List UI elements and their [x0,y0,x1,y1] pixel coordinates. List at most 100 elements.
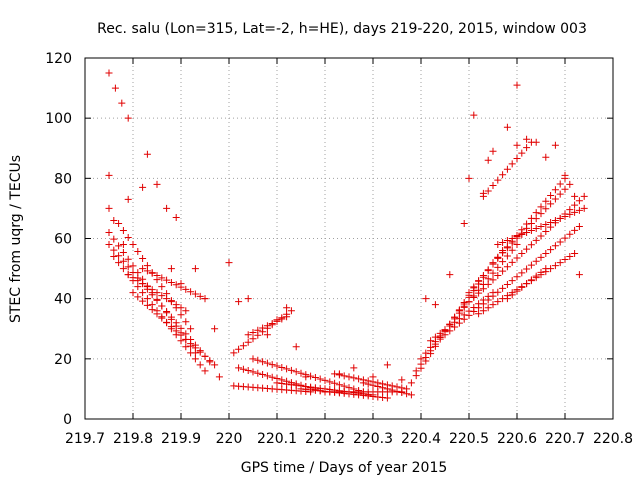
data-point [494,263,502,271]
data-point [523,144,531,152]
data-point [542,205,550,213]
data-point [283,313,291,321]
data-point [105,204,113,212]
data-point [369,381,377,389]
data-point [494,288,502,296]
data-point [182,343,190,351]
data-point [153,289,161,297]
data-point [124,233,132,241]
data-point [187,325,195,333]
data-point [494,254,502,262]
data-point [292,343,300,351]
data-point [412,367,420,375]
data-point [235,298,243,306]
data-point [484,156,492,164]
data-point [484,280,492,288]
x-tick-label: 219.9 [161,431,201,447]
data-points [105,69,588,402]
data-point [374,383,382,391]
data-point [326,378,334,386]
data-point [287,381,295,389]
data-point [119,249,127,257]
data-point [489,276,497,284]
data-point [489,292,497,300]
data-point [163,204,171,212]
data-point [350,374,358,382]
data-point [508,277,516,285]
data-point [158,283,166,291]
data-point [215,373,223,381]
data-point [167,315,175,323]
data-point [110,216,118,224]
data-point [124,114,132,122]
data-point [532,272,540,280]
data-point [575,222,583,230]
data-point [556,238,564,246]
data-point [542,250,550,258]
data-point [182,285,190,293]
data-point [479,285,487,293]
data-point [475,277,483,285]
data-point [513,154,521,162]
data-point [239,365,247,373]
data-point [499,284,507,292]
data-point [571,250,579,258]
data-point [153,295,161,303]
data-point [551,195,559,203]
data-point [431,301,439,309]
data-point [268,319,276,327]
data-point [561,234,569,242]
data-point [110,253,118,261]
data-point [547,218,555,226]
data-point [302,385,310,393]
data-point [105,241,113,249]
data-point [139,280,147,288]
data-point [244,295,252,303]
data-point [148,269,156,277]
data-point [575,197,583,205]
data-point [196,292,204,300]
data-point [446,327,454,335]
data-point [263,331,271,339]
data-point [115,252,123,260]
data-point [551,216,559,224]
data-point [249,329,257,337]
data-point [393,387,401,395]
data-point [527,226,535,234]
data-point [307,386,315,394]
data-point [139,297,147,305]
data-point [335,370,343,378]
data-point [163,309,171,317]
data-point [484,187,492,195]
data-point [503,263,511,271]
data-point [508,291,516,299]
data-point [263,322,271,330]
data-point [407,379,415,387]
data-point [513,81,521,89]
data-point [518,230,526,238]
data-point [503,123,511,131]
data-point [484,266,492,274]
data-point [537,253,545,261]
data-point [465,298,473,306]
data-point [465,289,473,297]
data-point [455,307,463,315]
data-point [494,272,502,280]
data-point [460,302,468,310]
data-point [196,348,204,356]
data-point [508,246,516,254]
data-point [263,372,271,380]
x-tick-label: 220.7 [545,431,585,447]
data-point [182,335,190,343]
data-point [475,289,483,297]
data-point [470,308,478,316]
data-point [427,343,435,351]
data-point [503,252,511,260]
data-point [143,301,151,309]
data-point [230,349,238,357]
y-tick-label: 100 [45,111,72,127]
data-point [513,273,521,281]
data-point [403,390,411,398]
data-point [542,228,550,236]
data-point [311,374,319,382]
